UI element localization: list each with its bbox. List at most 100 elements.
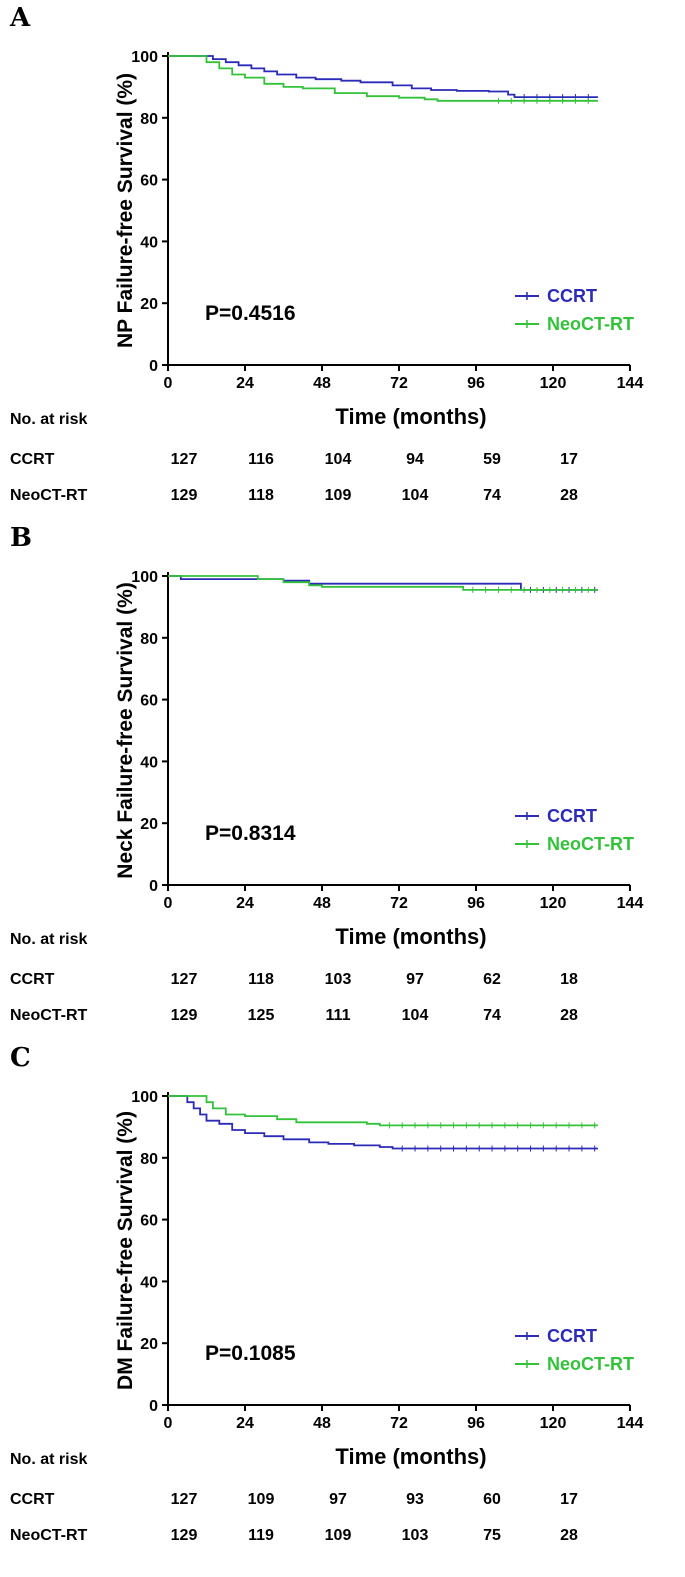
risk-row-label-ccrt: CCRT	[10, 1491, 55, 1508]
risk-value: 97	[406, 971, 424, 988]
risk-value: 125	[248, 1007, 275, 1024]
x-tick-label: 96	[467, 375, 485, 392]
risk-row-label-neoct-rt: NeoCT-RT	[10, 487, 88, 504]
x-tick-label: 96	[467, 895, 485, 912]
risk-value: 62	[483, 971, 501, 988]
y-tick-label: 20	[140, 296, 158, 313]
risk-row-label-ccrt: CCRT	[10, 971, 55, 988]
y-tick-label: 60	[140, 1213, 158, 1230]
panel-c: C 0 20 40 60 80 100 0 24 48 72 96 120 144 DM Failure-f…	[10, 1043, 643, 1544]
y-tick-label: 100	[131, 1089, 158, 1106]
legend-label-neoct-rt: NeoCT-RT	[547, 314, 634, 334]
x-tick-label: 0	[164, 895, 173, 912]
risk-row-label-neoct-rt: NeoCT-RT	[10, 1007, 88, 1024]
risk-value: 111	[326, 1007, 351, 1024]
risk-value: 60	[483, 1491, 501, 1508]
risk-value: 97	[329, 1491, 347, 1508]
y-tick-label: 0	[149, 878, 158, 895]
x-tick-label: 144	[617, 1415, 644, 1432]
y-axis-title: Neck Failure-free Survival (%)	[114, 582, 137, 878]
risk-value: 109	[325, 487, 352, 504]
risk-value: 94	[406, 451, 424, 468]
risk-value: 127	[171, 971, 198, 988]
y-tick-label: 40	[140, 754, 158, 771]
risk-row-label-neoct-rt: NeoCT-RT	[10, 1527, 88, 1544]
risk-value: 103	[325, 971, 352, 988]
y-tick-label: 20	[140, 816, 158, 833]
risk-value: 129	[171, 1527, 198, 1544]
risk-value: 118	[248, 487, 274, 504]
risk-row-label-ccrt: CCRT	[10, 451, 55, 468]
p-value: P=0.8314	[205, 822, 296, 845]
x-axis-title: Time (months)	[335, 924, 486, 949]
risk-value: 74	[483, 1007, 501, 1024]
risk-value: 129	[171, 1007, 198, 1024]
legend-label-neoct-rt: NeoCT-RT	[547, 1354, 634, 1374]
risk-value: 17	[560, 1491, 578, 1508]
risk-table-header: No. at risk	[10, 411, 87, 428]
x-tick-label: 0	[164, 375, 173, 392]
x-axis-title: Time (months)	[335, 404, 486, 429]
x-tick-label: 24	[236, 1415, 254, 1432]
x-tick-label: 48	[313, 895, 331, 912]
risk-value: 17	[560, 451, 578, 468]
series-line-neoct-rt	[168, 1095, 598, 1127]
x-tick-label: 120	[540, 895, 567, 912]
p-value: P=0.4516	[205, 302, 296, 325]
series-line-ccrt	[168, 575, 598, 591]
panel-b: B 0 20 40 60 80 100 0 24 48 72 96 120 144 Neck Failure…	[10, 523, 643, 1024]
panel-letter: C	[10, 1043, 31, 1073]
y-tick-label: 0	[149, 1398, 158, 1415]
legend-label-ccrt: CCRT	[547, 286, 597, 306]
risk-value: 104	[402, 1007, 429, 1024]
risk-value: 93	[406, 1491, 424, 1508]
risk-value: 103	[402, 1527, 429, 1544]
x-tick-label: 144	[617, 895, 644, 912]
x-tick-label: 24	[236, 375, 254, 392]
risk-table-header: No. at risk	[10, 1451, 87, 1468]
series-line-ccrt	[168, 1095, 598, 1150]
risk-value: 116	[248, 451, 274, 468]
risk-value: 104	[402, 487, 429, 504]
y-tick-label: 100	[131, 49, 158, 66]
risk-value: 127	[171, 451, 198, 468]
risk-value: 129	[171, 487, 198, 504]
x-tick-label: 72	[390, 895, 408, 912]
y-axis-title: NP Failure-free Survival (%)	[114, 73, 137, 348]
y-tick-label: 80	[140, 1151, 158, 1168]
risk-value: 28	[560, 487, 578, 504]
y-tick-label: 0	[149, 358, 158, 375]
y-tick-label: 60	[140, 173, 158, 190]
risk-value: 118	[248, 971, 274, 988]
y-tick-label: 20	[140, 1336, 158, 1353]
risk-value: 109	[248, 1491, 275, 1508]
series-line-neoct-rt	[168, 575, 598, 591]
panel-a: A 0 20 40 60 80 100 0 24 48 72 96 120 144 NP Failure-f…	[9, 3, 643, 504]
risk-value: 28	[560, 1007, 578, 1024]
legend-label-ccrt: CCRT	[547, 806, 597, 826]
x-tick-label: 48	[313, 1415, 331, 1432]
risk-value: 18	[560, 971, 578, 988]
p-value: P=0.1085	[205, 1342, 296, 1365]
risk-value: 119	[248, 1527, 274, 1544]
x-tick-label: 144	[617, 375, 644, 392]
y-tick-label: 100	[131, 569, 158, 586]
x-tick-label: 120	[540, 1415, 567, 1432]
risk-value: 127	[171, 1491, 198, 1508]
y-tick-label: 80	[140, 111, 158, 128]
x-tick-label: 72	[390, 375, 408, 392]
risk-value: 59	[483, 451, 501, 468]
x-tick-label: 0	[164, 1415, 173, 1432]
panel-letter: A	[9, 3, 31, 33]
x-tick-label: 24	[236, 895, 254, 912]
y-tick-label: 40	[140, 1274, 158, 1291]
x-tick-label: 48	[313, 375, 331, 392]
x-tick-label: 72	[390, 1415, 408, 1432]
x-tick-label: 96	[467, 1415, 485, 1432]
legend-label-neoct-rt: NeoCT-RT	[547, 834, 634, 854]
panel-letter: B	[10, 523, 32, 553]
risk-table-header: No. at risk	[10, 931, 87, 948]
risk-value: 75	[483, 1527, 501, 1544]
